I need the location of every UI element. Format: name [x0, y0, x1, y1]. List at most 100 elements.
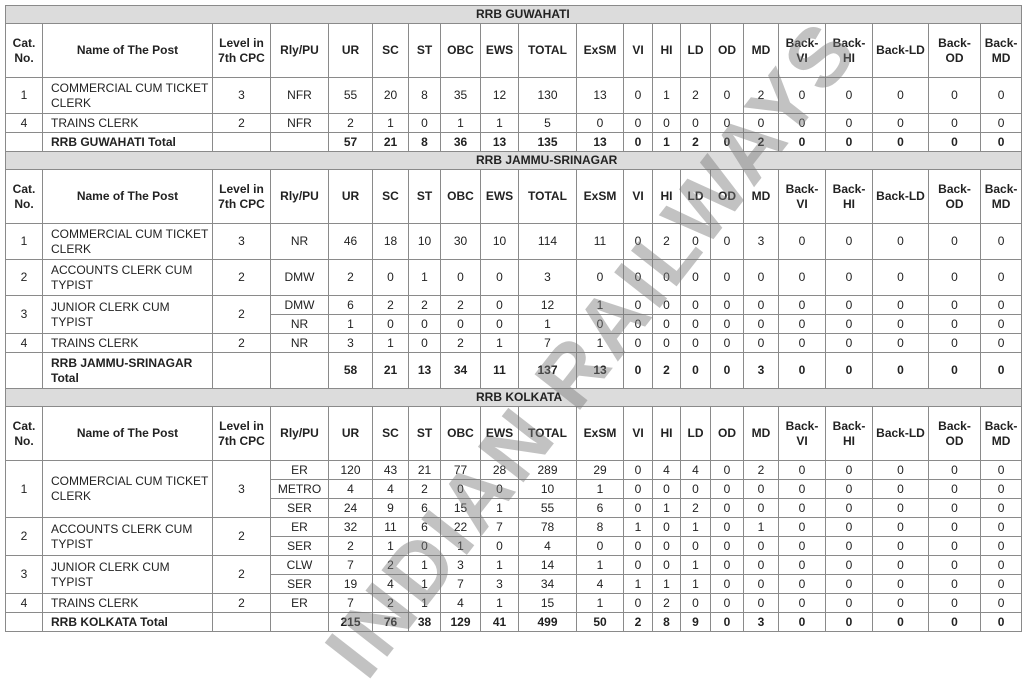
vacancy-count: 0 [408, 333, 441, 353]
vacancy-count: 1 [408, 593, 441, 613]
cat-no: 4 [5, 593, 43, 613]
column-header: SC [372, 169, 409, 224]
vacancy-count: 1 [623, 517, 653, 537]
vacancy-count: 8 [576, 517, 624, 537]
vacancy-count: 0 [680, 314, 711, 334]
table-row: 3 JUNIOR CLERK CUM TYPIST 2 DMW 6 2 2 2 0 12 1 0 0 0 0… [5, 295, 1023, 334]
vacancy-count: 1 [480, 555, 519, 575]
column-header: Rly/PU [270, 406, 329, 461]
pay-level: 2 [212, 593, 271, 613]
cat-no: 2 [5, 259, 43, 296]
vacancy-count: 0 [440, 314, 481, 334]
vacancy-count: 0 [928, 593, 981, 613]
vacancy-count: 0 [872, 498, 929, 518]
vacancy-count: 2 [680, 77, 711, 114]
vacancy-count: 0 [979, 259, 1023, 296]
vacancy-count: 12 [518, 295, 577, 315]
column-header: Back-HI [825, 23, 873, 78]
vacancy-count: 15 [440, 498, 481, 518]
header-row: Cat. No. Name of The Post Level in 7th CPC… [5, 23, 1023, 78]
vacancy-count: 0 [825, 295, 873, 315]
vacancy-count: 0 [480, 295, 519, 315]
vacancy-count: 28 [480, 460, 519, 480]
cat-no: 3 [5, 555, 43, 594]
vacancy-count: 0 [710, 314, 744, 334]
vacancy-count: 0 [825, 593, 873, 613]
column-header: TOTAL [518, 169, 577, 224]
vacancy-count: 14 [518, 555, 577, 575]
vacancy-count: 0 [710, 536, 744, 556]
vacancy-count: 2 [328, 113, 373, 133]
empty-cell [212, 132, 271, 152]
vacancy-count: 0 [623, 555, 653, 575]
vacancy-count: 11 [576, 223, 624, 260]
vacancy-count: 1 [372, 333, 409, 353]
vacancy-count: 0 [778, 223, 826, 260]
section-total-row: RRB GUWAHATI Total 57 21 8 36 13 135 13 0 1 2 0 2 0 0 0… [5, 132, 1023, 152]
vacancy-count: 120 [328, 460, 373, 480]
post-name: COMMERCIAL CUM TICKET CLERK [42, 77, 213, 114]
vacancy-count: 0 [825, 517, 873, 537]
vacancy-count: 0 [872, 223, 929, 260]
vacancy-count: 0 [872, 460, 929, 480]
total-count: 135 [518, 132, 577, 152]
vacancy-count: 0 [743, 259, 779, 296]
vacancy-count: 0 [778, 555, 826, 575]
total-count: 0 [872, 132, 929, 152]
total-count: 3 [743, 352, 779, 389]
vacancy-count: 0 [652, 536, 681, 556]
vacancy-count: 1 [518, 314, 577, 334]
vacancy-count: 46 [328, 223, 373, 260]
column-header: Back-OD [928, 406, 981, 461]
vacancy-count: 4 [680, 460, 711, 480]
vacancy-count: 0 [680, 536, 711, 556]
vacancy-count: 3 [480, 574, 519, 594]
column-header: ST [408, 169, 441, 224]
vacancy-count: 0 [480, 314, 519, 334]
column-header: VI [623, 406, 653, 461]
vacancy-count: 32 [328, 517, 373, 537]
vacancy-count: 0 [778, 333, 826, 353]
vacancy-count: 30 [440, 223, 481, 260]
column-header: HI [652, 406, 681, 461]
vacancy-count: 12 [480, 77, 519, 114]
total-count: 0 [825, 612, 873, 632]
vacancy-count: 21 [408, 460, 441, 480]
vacancy-count: 0 [825, 574, 873, 594]
vacancy-count: 4 [440, 593, 481, 613]
post-name: TRAINS CLERK [42, 333, 213, 353]
column-header: EWS [480, 406, 519, 461]
vacancy-count: 0 [743, 536, 779, 556]
column-header: Rly/PU [270, 169, 329, 224]
vacancy-count: 0 [872, 113, 929, 133]
vacancy-count: 0 [778, 498, 826, 518]
vacancy-count: 2 [652, 593, 681, 613]
vacancy-count: 0 [979, 536, 1023, 556]
total-count: 0 [928, 132, 981, 152]
column-header: VI [623, 169, 653, 224]
vacancy-count: 0 [928, 498, 981, 518]
column-header: OD [710, 169, 744, 224]
column-header: Back-MD [979, 23, 1023, 78]
column-header: Name of The Post [42, 169, 213, 224]
vacancy-count: 0 [979, 593, 1023, 613]
vacancy-count: 0 [623, 113, 653, 133]
railway-unit: CLW [270, 555, 329, 575]
vacancy-count: 1 [408, 259, 441, 296]
vacancy-count: 6 [408, 517, 441, 537]
pay-level: 3 [212, 223, 271, 260]
vacancy-count: 0 [576, 314, 624, 334]
vacancy-count: 0 [928, 574, 981, 594]
total-count: 215 [328, 612, 373, 632]
column-header: UR [328, 406, 373, 461]
vacancy-count: 0 [652, 314, 681, 334]
total-count: 129 [440, 612, 481, 632]
vacancy-count: 0 [652, 333, 681, 353]
pay-level: 2 [212, 555, 271, 594]
total-count: 2 [623, 612, 653, 632]
vacancy-count: 34 [518, 574, 577, 594]
column-header: TOTAL [518, 23, 577, 78]
vacancy-count: 0 [652, 295, 681, 315]
total-count: 0 [825, 132, 873, 152]
vacancy-count: 4 [576, 574, 624, 594]
